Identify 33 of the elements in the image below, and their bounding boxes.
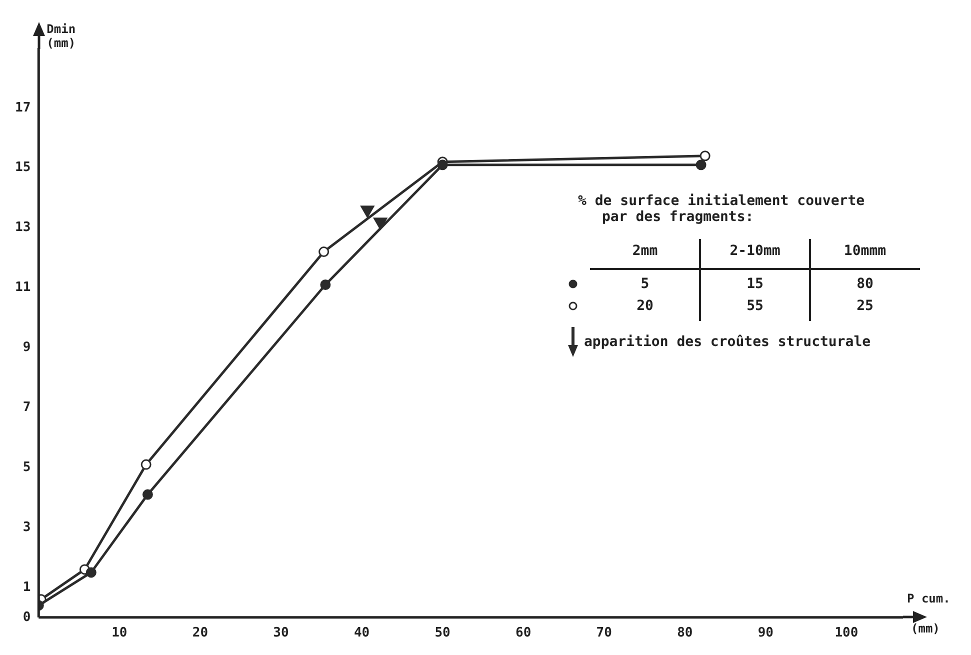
x-tick-label: 90 (758, 626, 774, 641)
annotation: 2mm (631, 242, 659, 261)
annotation: 20 (636, 297, 654, 316)
x-tick-label: 30 (273, 626, 289, 641)
annotation: 15 (746, 275, 764, 294)
annotation: 80 (856, 275, 874, 294)
annotation: 55 (746, 297, 764, 316)
y-tick-label: 15 (14, 160, 31, 176)
x-tick-label: 50 (434, 626, 451, 641)
x-tick-label: 10 (112, 626, 128, 641)
annotation: 25 (856, 297, 874, 316)
x-tick-label: 20 (192, 626, 208, 641)
annotation: 10mmm (842, 242, 888, 261)
y-axis-title: Dmin (mm) (46, 22, 76, 50)
x-tick-label: 80 (677, 626, 693, 641)
annotation: 2-10mm (728, 242, 782, 261)
y-tick-label: 7 (22, 400, 31, 415)
y-tick-label: 9 (22, 340, 31, 356)
x-tick-label: 40 (354, 626, 370, 641)
y-tick-label: 13 (14, 220, 31, 236)
x-tick-label: 100 (834, 626, 858, 641)
y-tick-label: 17 (14, 100, 31, 116)
x-tick-label: 60 (516, 626, 532, 641)
y-tick-label: 5 (22, 460, 31, 475)
y-tick-label: 1 (22, 580, 31, 595)
legend-title: % de surface initialement couverte par des fragments: (578, 193, 866, 225)
text: P cum. (mm) (907, 592, 950, 636)
y-tick-label: 0 (22, 610, 31, 625)
legend-label: apparition des croûtes structurale (584, 334, 871, 350)
y-tick-label: 11 (14, 280, 31, 296)
y-tick-label: 3 (22, 520, 31, 535)
annotation: 5 (640, 275, 650, 294)
x-tick-label: 70 (596, 626, 612, 641)
